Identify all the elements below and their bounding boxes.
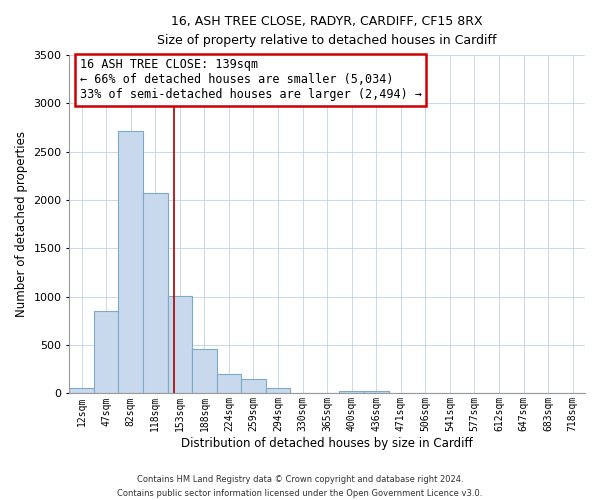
Bar [94, 312, 118, 394]
Text: Contains HM Land Registry data © Crown copyright and database right 2024.
Contai: Contains HM Land Registry data © Crown c… [118, 476, 482, 498]
Bar [143, 194, 167, 394]
Y-axis label: Number of detached properties: Number of detached properties [15, 132, 28, 318]
Bar [364, 392, 389, 394]
Bar [241, 380, 266, 394]
Bar [266, 388, 290, 394]
Bar [118, 130, 143, 394]
Bar [70, 388, 94, 394]
Bar [192, 350, 217, 394]
Bar [217, 374, 241, 394]
Title: 16, ASH TREE CLOSE, RADYR, CARDIFF, CF15 8RX
Size of property relative to detach: 16, ASH TREE CLOSE, RADYR, CARDIFF, CF15… [157, 15, 497, 47]
Bar [340, 390, 364, 394]
Text: 16 ASH TREE CLOSE: 139sqm
← 66% of detached houses are smaller (5,034)
33% of se: 16 ASH TREE CLOSE: 139sqm ← 66% of detac… [80, 58, 422, 102]
X-axis label: Distribution of detached houses by size in Cardiff: Distribution of detached houses by size … [181, 437, 473, 450]
Bar [167, 296, 192, 394]
